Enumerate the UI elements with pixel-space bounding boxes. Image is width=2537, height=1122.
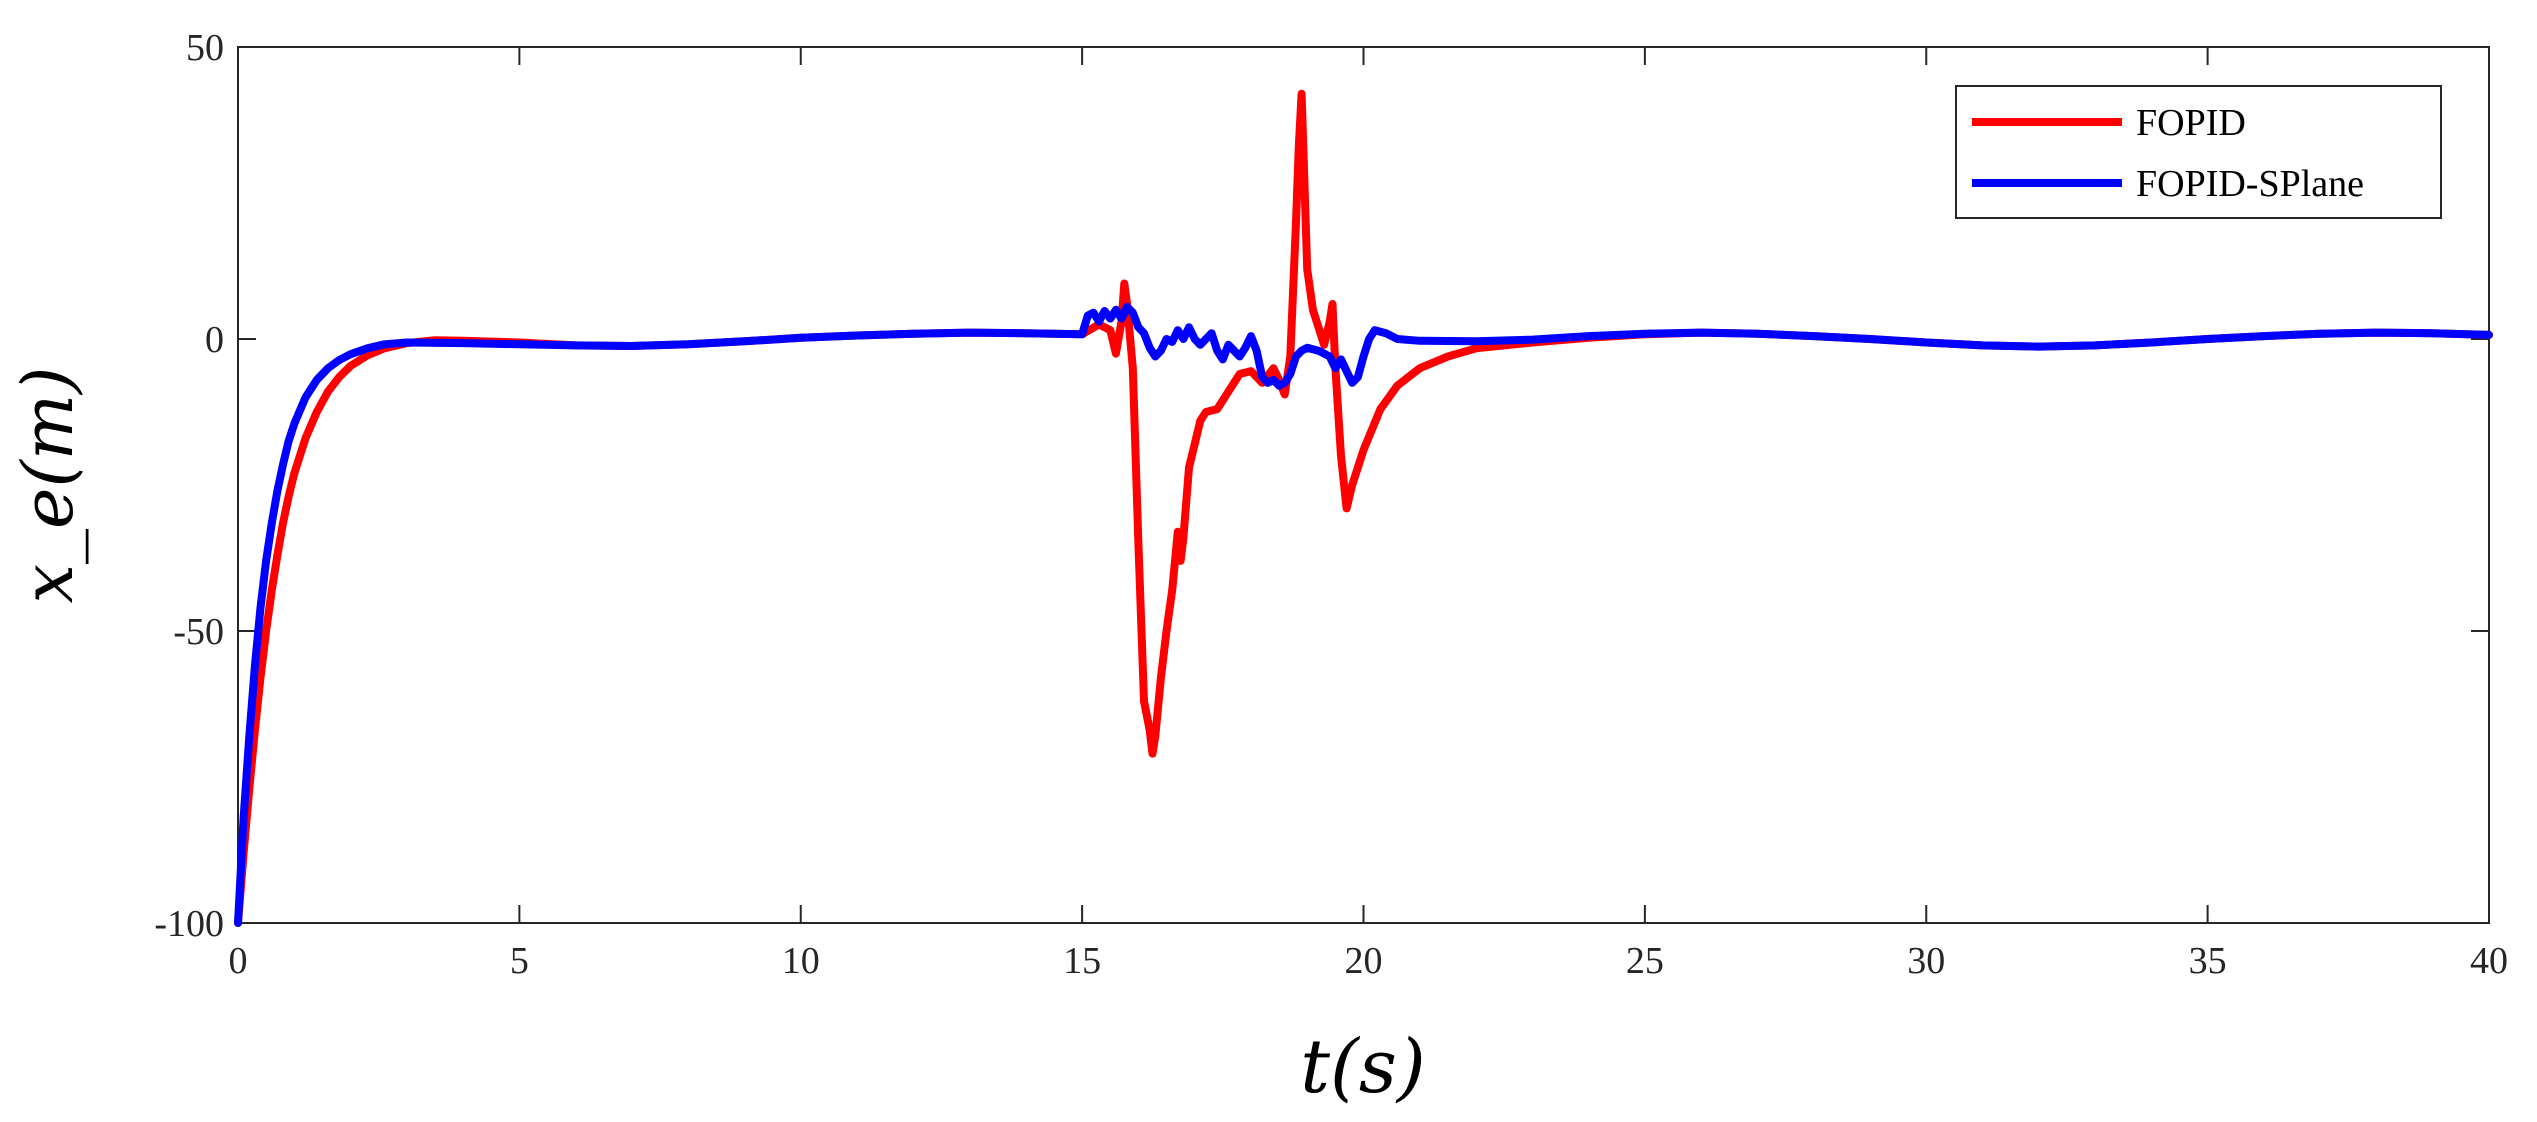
legend: FOPID FOPID-SPlane — [1955, 85, 2442, 219]
legend-box — [1955, 85, 2442, 219]
y-axis: -100 -50 0 50 — [154, 27, 2489, 945]
series-line-fopid-splane — [234, 302, 2493, 927]
y-tick-label: -100 — [154, 903, 224, 945]
y-tick-label: -50 — [173, 611, 224, 653]
legend-label-fopid: FOPID — [2136, 102, 2246, 144]
x-tick-label: 30 — [1907, 940, 1945, 982]
series-layer — [234, 89, 2493, 927]
y-axis-title: x_e(m) — [7, 367, 89, 604]
x-tick-label: 5 — [510, 940, 529, 982]
y-tick-label: 0 — [205, 319, 224, 361]
x-tick-label: 40 — [2470, 940, 2508, 982]
x-tick-label: 10 — [782, 940, 820, 982]
x-tick-label: 35 — [2189, 940, 2227, 982]
x-tick-label: 0 — [229, 940, 248, 982]
x-axis: 0 5 10 15 20 25 30 35 40 — [229, 47, 2508, 982]
x-axis-title: t(s) — [1300, 1024, 1425, 1110]
x-tick-label: 15 — [1063, 940, 1101, 982]
legend-label-fopid-splane: FOPID-SPlane — [2136, 163, 2364, 205]
x-tick-label: 25 — [1626, 940, 1664, 982]
x-tick-label: 20 — [1345, 940, 1383, 982]
y-tick-label: 50 — [186, 27, 224, 69]
